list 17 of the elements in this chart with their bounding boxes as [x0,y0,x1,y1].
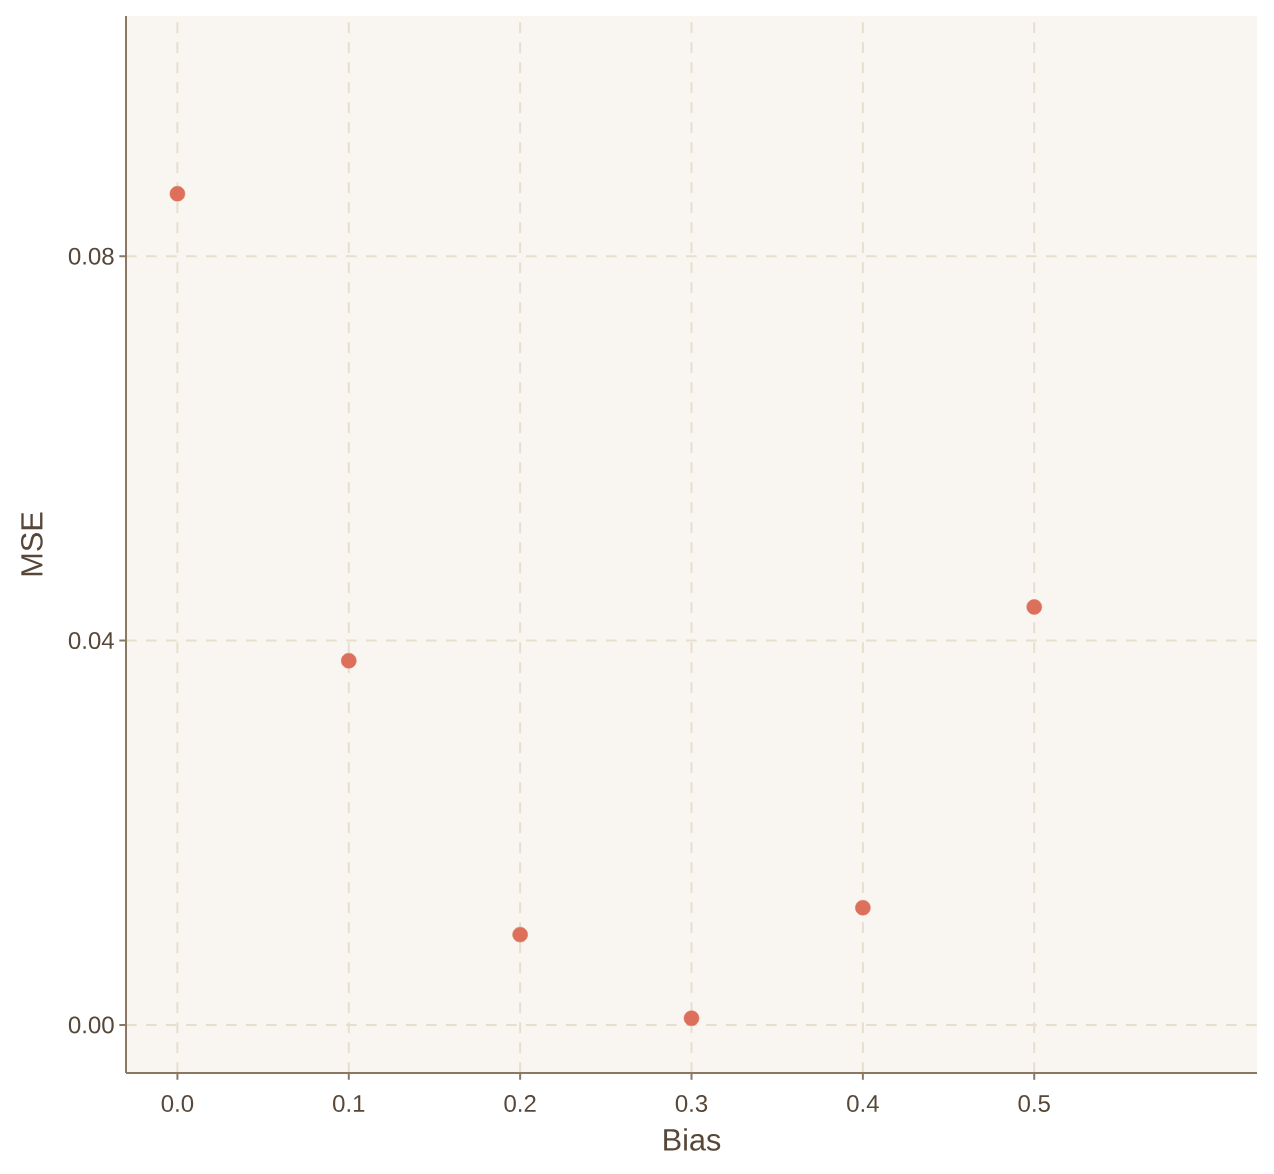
point [855,899,871,916]
point [683,1010,700,1026]
y-axis-title: MSE [21,512,43,576]
x-tick-label: 0.5 [1018,1095,1050,1113]
x-axis-title: Bias [664,1128,721,1151]
point [1026,599,1042,615]
y-tick-label: 0.08 [68,247,114,265]
x-tick-label: 0.1 [333,1095,365,1113]
y-tick-label: 0.00 [68,1016,114,1034]
x-tick-label: 0.3 [675,1095,708,1113]
point [341,653,357,669]
x-tick-label: 0.4 [847,1095,879,1113]
point [169,186,186,202]
x-tick-label: 0.0 [161,1095,194,1113]
point [512,926,528,943]
y-tick-label: 0.04 [68,632,114,650]
x-tick-label: 0.2 [504,1095,536,1113]
